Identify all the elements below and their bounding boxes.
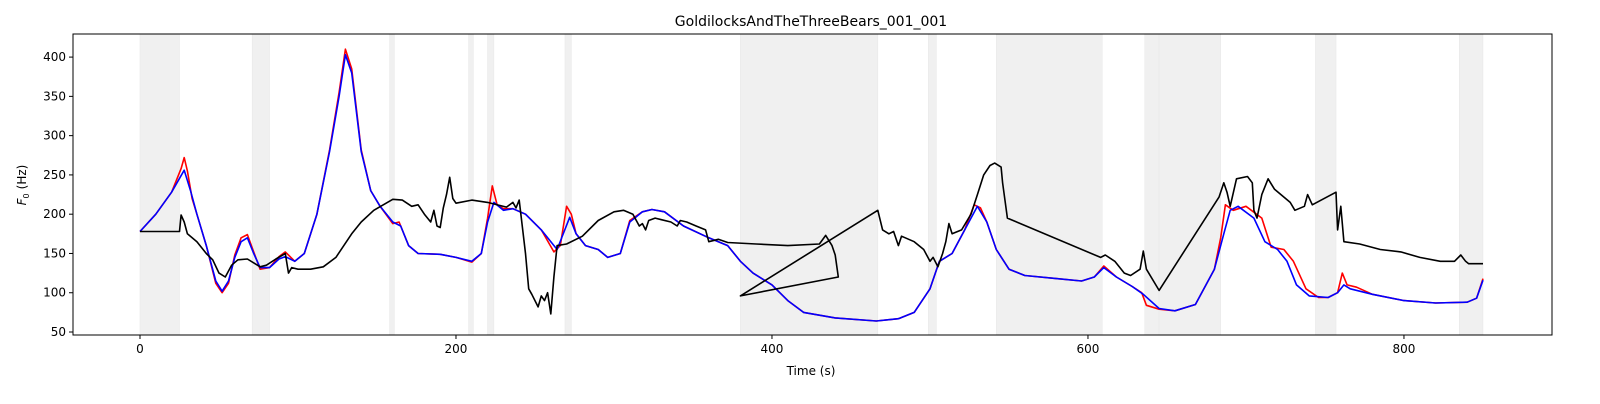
plot-frame (72, 33, 1553, 336)
y-tick-label: 400 (43, 50, 66, 64)
series-line-2 (140, 162, 1483, 315)
y-axis-label-var: F (15, 197, 29, 205)
y-tick-label: 100 (43, 286, 66, 300)
y-tick-label: 150 (43, 246, 66, 260)
shaded-region (1315, 33, 1337, 336)
x-axis-ticks: 0 200 400 600 800 (136, 335, 1415, 356)
y-axis-ticks: 50 100 150 200 250 300 350 400 (43, 50, 73, 339)
series-lines (139, 48, 1484, 322)
shaded-region (251, 33, 270, 336)
shaded-region (1158, 33, 1221, 336)
y-tick-label: 50 (51, 325, 66, 339)
y-tick-label: 200 (43, 207, 66, 221)
x-axis-label: Time (s) (786, 364, 836, 378)
y-axis-label-sub: 0 (22, 193, 31, 198)
x-tick-label: 400 (761, 342, 784, 356)
shaded-region (1144, 33, 1160, 336)
shaded-region (487, 33, 495, 336)
chart-title: GoldilocksAndTheThreeBears_001_001 (675, 14, 947, 30)
x-tick-label: 600 (1077, 342, 1100, 356)
x-tick-label: 800 (1393, 342, 1416, 356)
y-axis-label-unit: (Hz) (15, 165, 29, 190)
series-line-1 (139, 53, 1484, 322)
y-tick-label: 300 (43, 129, 66, 143)
x-tick-label: 200 (445, 342, 468, 356)
x-tick-label: 0 (136, 342, 144, 356)
shaded-region (740, 33, 879, 336)
y-tick-label: 350 (43, 89, 66, 103)
shaded-region (468, 33, 474, 336)
shaded-regions (139, 33, 1484, 336)
shaded-region (564, 33, 572, 336)
shaded-region (389, 33, 395, 336)
shaded-region (139, 33, 180, 336)
y-tick-label: 250 (43, 168, 66, 182)
shaded-region (996, 33, 1103, 336)
y-axis-label: F0 (Hz) (15, 165, 31, 206)
